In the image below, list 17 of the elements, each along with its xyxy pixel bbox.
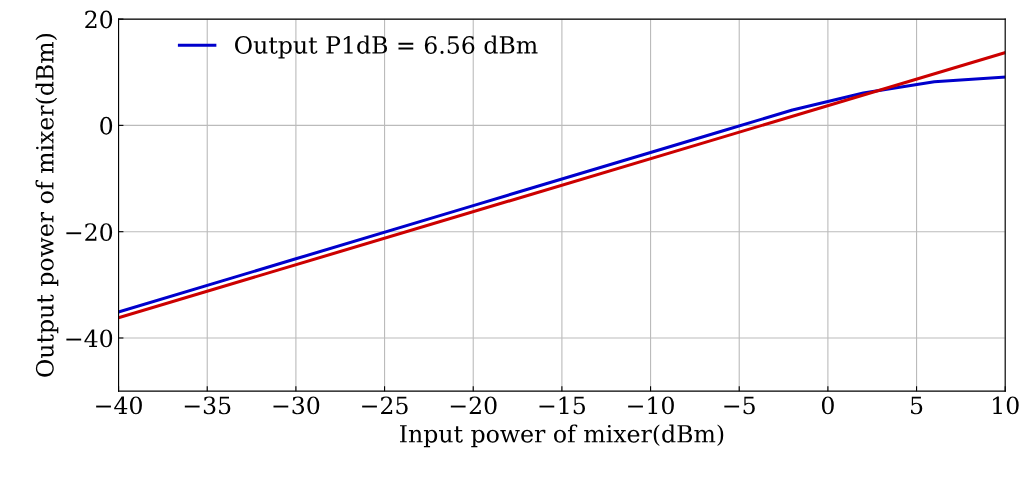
- y-tick-label: −40: [66, 329, 113, 348]
- x-tick-label: −20: [450, 396, 497, 415]
- x-tick-label: 0: [821, 396, 834, 415]
- x-tick-label: 10: [993, 396, 1019, 415]
- legend-label: Output P1dB = 6.56 dBm: [235, 35, 538, 59]
- x-tick-label: −25: [362, 396, 408, 415]
- x-tick-label: −30: [273, 396, 320, 415]
- y-tick-label: 0: [100, 116, 113, 135]
- y-axis-title: Output power of mixer(dBm): [35, 34, 59, 377]
- x-tick-label: −10: [628, 396, 674, 415]
- x-tick-label: −5: [724, 396, 755, 415]
- x-tick-label: 5: [911, 396, 923, 415]
- x-tick-label: −35: [184, 396, 231, 415]
- x-axis-title: Input power of mixer(dBm): [399, 424, 724, 448]
- x-tick-label: −15: [539, 396, 585, 415]
- y-tick-label: 20: [85, 10, 113, 29]
- y-tick-label: −20: [66, 223, 113, 241]
